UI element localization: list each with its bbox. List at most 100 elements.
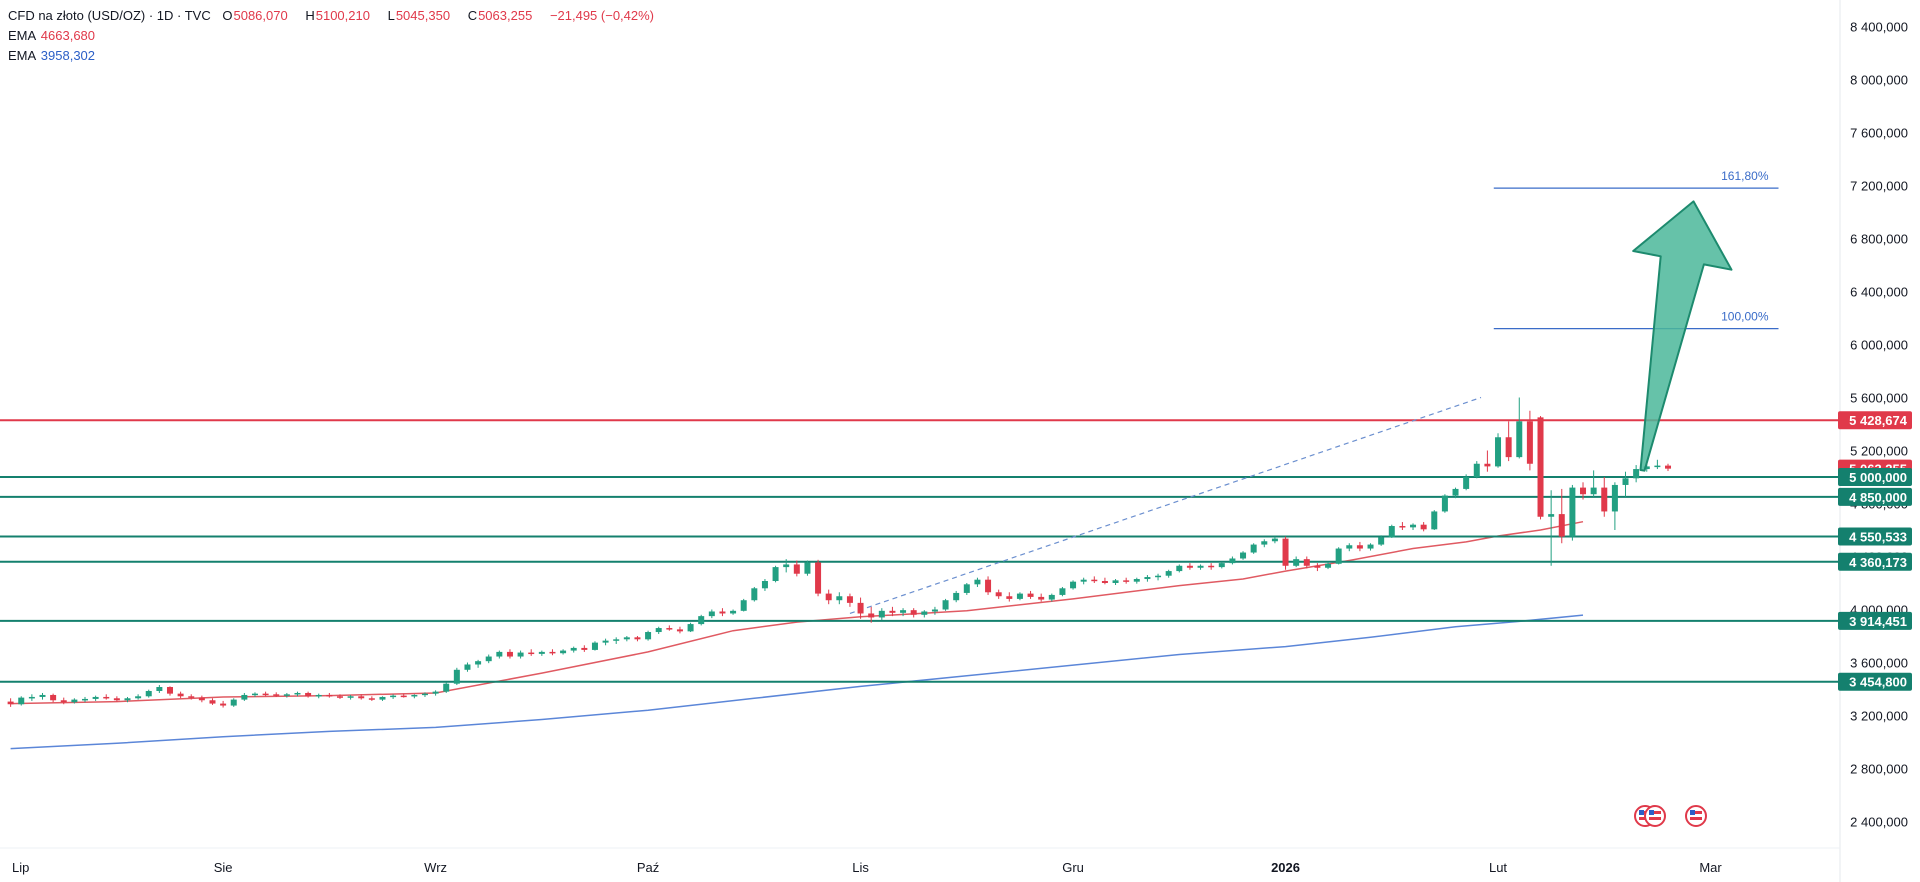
candle-up	[645, 632, 652, 640]
candle-up	[655, 628, 662, 633]
candle-up	[804, 562, 811, 574]
candle-up	[1622, 478, 1629, 485]
y-tick-label: 2 800,000	[1850, 762, 1908, 777]
candle-up	[1346, 545, 1353, 549]
x-tick-label: Paź	[637, 860, 659, 875]
candle-up	[1431, 511, 1438, 530]
candle-down	[60, 700, 67, 703]
y-tick-label: 3 600,000	[1850, 656, 1908, 671]
candle-up	[623, 637, 630, 640]
y-tick-label: 6 000,000	[1850, 338, 1908, 353]
candle-down	[1505, 437, 1512, 458]
y-tick-label: 5 200,000	[1850, 444, 1908, 459]
candle-up	[1473, 463, 1480, 477]
flag-stripe	[1690, 817, 1702, 820]
candle-up	[1495, 437, 1502, 467]
y-tick-label: 8 000,000	[1850, 73, 1908, 88]
y-tick-label: 8 400,000	[1850, 20, 1908, 35]
low-value: 5045,350	[395, 8, 451, 23]
candle-down	[1027, 593, 1034, 597]
candle-up	[1569, 487, 1576, 537]
us-flag-event-icon[interactable]	[1685, 805, 1707, 827]
candle-up	[783, 564, 790, 568]
candle-down	[793, 564, 800, 574]
candle-up	[135, 696, 142, 699]
close-value: 5063,255	[478, 8, 533, 23]
flag-stripe	[1690, 811, 1702, 814]
candle-up	[1325, 563, 1332, 568]
candle-up	[560, 650, 567, 654]
candle-down	[1123, 580, 1130, 582]
candle-down	[1537, 417, 1544, 517]
flag-canton	[1649, 810, 1654, 815]
candle-up	[124, 698, 131, 701]
us-flag-event-icon[interactable]	[1644, 805, 1666, 827]
legend-ema-fast-row[interactable]: EMA 4663,680	[8, 26, 668, 46]
candle-up	[708, 611, 715, 617]
candle-up	[1441, 495, 1448, 512]
candle-up	[464, 664, 471, 670]
x-tick-label: Lis	[852, 860, 869, 875]
candle-down	[1558, 514, 1565, 537]
candle-up	[1643, 466, 1650, 470]
candle-up	[963, 584, 970, 593]
symbol-title[interactable]: CFD na złoto (USD/OZ) · 1D · TVC	[8, 8, 211, 23]
legend-ema-slow-row[interactable]: EMA 3958,302	[8, 46, 668, 66]
candle-down	[1665, 465, 1672, 469]
candle-down	[198, 697, 205, 701]
candle-down	[1091, 579, 1098, 582]
candle-up	[1048, 594, 1055, 600]
candle-up	[1611, 484, 1618, 512]
candle-down	[103, 696, 110, 699]
candle-down	[1038, 596, 1045, 600]
candle-down	[1303, 559, 1310, 566]
candle-down	[1601, 487, 1608, 512]
candle-up	[92, 696, 99, 699]
candle-down	[1006, 596, 1013, 599]
price-label-badge	[1838, 527, 1912, 546]
candle-down	[220, 703, 227, 706]
price-label-text: 3 454,800	[1849, 675, 1907, 690]
candle-up	[411, 694, 418, 697]
candle-up	[1165, 571, 1172, 576]
candle-up	[698, 616, 705, 625]
price-label-text: 4 850,000	[1849, 490, 1907, 505]
candle-down	[336, 696, 343, 698]
chart-legend: CFD na złoto (USD/OZ) · 1D · TVC O5086,0…	[8, 6, 668, 66]
ema-slow-label: EMA	[8, 48, 37, 63]
candle-down	[676, 629, 683, 632]
candle-up	[613, 639, 620, 641]
candle-down	[528, 652, 535, 655]
candle-up	[421, 693, 428, 696]
candle-up	[1016, 593, 1023, 599]
change-value: −21,495 (−0,42%)	[549, 8, 655, 23]
candle-up	[1240, 552, 1247, 559]
candle-up	[390, 695, 397, 698]
price-label-text: 4 550,533	[1849, 530, 1907, 545]
trendline-dashed[interactable]	[849, 396, 1482, 615]
candle-up	[1155, 575, 1162, 578]
candle-down	[262, 693, 269, 696]
candle-up	[517, 652, 524, 657]
candle-up	[570, 647, 577, 651]
flag-canton	[1690, 810, 1695, 815]
bullish-arrow-drawing[interactable]	[1632, 200, 1733, 472]
y-tick-label: 5 600,000	[1850, 391, 1908, 406]
candle-up	[953, 592, 960, 601]
flag-stripe	[1649, 817, 1661, 820]
candle-up	[145, 690, 152, 697]
candle-down	[1208, 565, 1215, 568]
candle-down	[719, 611, 726, 614]
candle-up	[1516, 421, 1523, 458]
x-tick-label: Lut	[1489, 860, 1507, 875]
candle-up	[740, 600, 747, 611]
candle-up	[730, 610, 737, 614]
candle-down	[1356, 545, 1363, 549]
candle-up	[538, 651, 545, 654]
candle-up	[156, 687, 163, 691]
candle-up	[379, 696, 386, 700]
x-tick-label: Lip	[12, 860, 29, 875]
price-label-badge	[1838, 411, 1912, 430]
